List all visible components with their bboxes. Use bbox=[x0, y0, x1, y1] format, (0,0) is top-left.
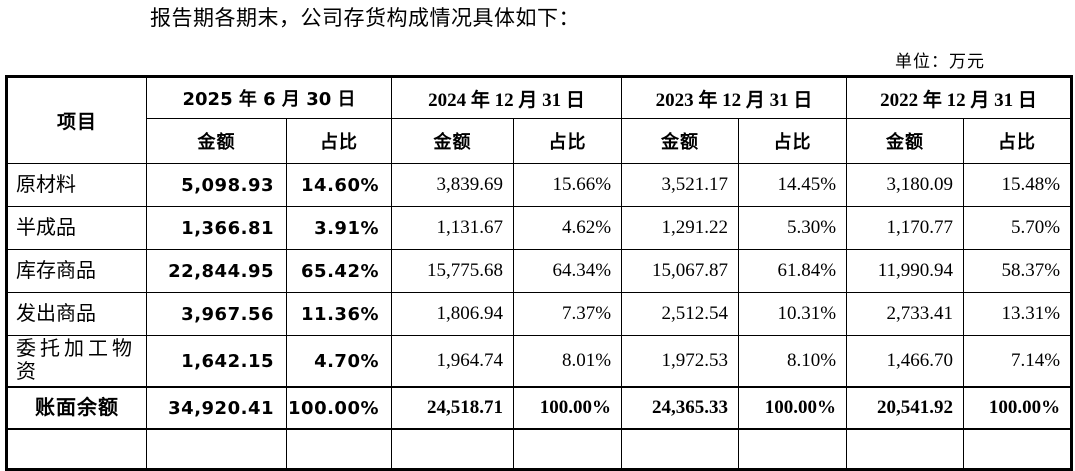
table-row-semi-finished: 半成品 1,366.81 3.91% 1,131.67 4.62% 1,291.… bbox=[6, 206, 1073, 251]
col-header-period-2022: 2022 年 12 月 31 日 bbox=[846, 76, 1073, 120]
subheader-amount-2024: 金额 bbox=[391, 118, 515, 165]
row-label: 发出商品 bbox=[6, 292, 147, 337]
cell-amount-2024: 1,131.67 bbox=[391, 206, 515, 251]
col-header-period-2025: 2025 年 6 月 30 日 bbox=[145, 76, 393, 120]
table-row-consigned-materials: 委托加工物资 1,642.15 4.70% 1,964.74 8.01% 1,9… bbox=[6, 335, 1073, 388]
cell-amount-2025: 1,366.81 bbox=[146, 206, 287, 251]
cell-ratio-2023: 14.45% bbox=[738, 163, 848, 208]
cell-ratio-2025: 14.60% bbox=[285, 163, 393, 208]
subheader-ratio-2022: 占比 bbox=[963, 118, 1073, 165]
cell-amount-2025: 3,967.56 bbox=[146, 292, 287, 337]
cell-amount-2022: 20,541.92 bbox=[846, 386, 965, 430]
cell-ratio-2022: 5.70% bbox=[963, 206, 1073, 251]
cell-ratio-2022: 13.31% bbox=[963, 292, 1073, 337]
cell-amount-2022: 1,170.77 bbox=[846, 206, 965, 251]
cell-ratio-2025: 4.70% bbox=[285, 335, 393, 388]
cell-amount-2024: 1,964.74 bbox=[391, 335, 515, 388]
cell-amount-2023: 2,512.54 bbox=[621, 292, 740, 337]
cell-ratio-2023: 100.00% bbox=[738, 386, 848, 430]
cell-amount-2022: 1,466.70 bbox=[846, 335, 965, 388]
subheader-ratio-2025: 占比 bbox=[285, 118, 393, 165]
cell-amount-2023: 15,067.87 bbox=[621, 249, 740, 294]
cell-amount-2025: 5,098.93 bbox=[146, 163, 287, 208]
subheader-ratio-2024: 占比 bbox=[513, 118, 623, 165]
cell-ratio-2024: 8.01% bbox=[513, 335, 623, 388]
cell-ratio-2023: 8.10% bbox=[738, 335, 848, 388]
row-label: 库存商品 bbox=[6, 249, 147, 294]
cell-ratio-2023: 10.31% bbox=[738, 292, 848, 337]
table-row-total-book-balance: 账面余额 34,920.41 100.00% 24,518.71 100.00%… bbox=[6, 386, 1073, 430]
row-label: 委托加工物资 bbox=[6, 335, 147, 388]
cell-amount-2023: 1,972.53 bbox=[621, 335, 740, 388]
cell-amount-2024: 1,806.94 bbox=[391, 292, 515, 337]
cell-ratio-2022: 15.48% bbox=[963, 163, 1073, 208]
header-row-periods: 项目 2025 年 6 月 30 日 2024 年 12 月 31 日 2023… bbox=[6, 76, 1073, 165]
cell-ratio-2023: 61.84% bbox=[738, 249, 848, 294]
table-row-clipped bbox=[6, 428, 1073, 470]
inventory-composition-table: 项目 2025 年 6 月 30 日 2024 年 12 月 31 日 2023… bbox=[5, 75, 1074, 471]
cell-ratio-2023: 5.30% bbox=[738, 206, 848, 251]
header-row-subcolumns: 金额 占比 金额 占比 金额 占比 金额 占比 bbox=[7, 118, 1073, 165]
cell-amount-2024: 3,839.69 bbox=[391, 163, 515, 208]
cell-ratio-2024: 7.37% bbox=[513, 292, 623, 337]
table-row-stock-goods: 库存商品 22,844.95 65.42% 15,775.68 64.34% 1… bbox=[6, 249, 1073, 294]
unit-label: 单位：万元 bbox=[895, 52, 985, 72]
table-row-raw-materials: 原材料 5,098.93 14.60% 3,839.69 15.66% 3,52… bbox=[6, 163, 1073, 208]
cell-amount-2023: 24,365.33 bbox=[621, 386, 740, 430]
subheader-ratio-2023: 占比 bbox=[738, 118, 848, 165]
cell-ratio-2022: 7.14% bbox=[963, 335, 1073, 388]
subheader-amount-2022: 金额 bbox=[846, 118, 965, 165]
cell-amount-2022: 3,180.09 bbox=[846, 163, 965, 208]
cell-ratio-2025: 65.42% bbox=[285, 249, 393, 294]
cell-amount-2022: 11,990.94 bbox=[846, 249, 965, 294]
row-label: 原材料 bbox=[6, 163, 147, 208]
col-header-period-2024: 2024 年 12 月 31 日 bbox=[391, 76, 623, 120]
cell-amount-2024: 24,518.71 bbox=[391, 386, 515, 430]
cell-amount-2025: 22,844.95 bbox=[146, 249, 287, 294]
col-header-period-2023: 2023 年 12 月 31 日 bbox=[621, 76, 848, 120]
cell-ratio-2024: 100.00% bbox=[513, 386, 623, 430]
cell-ratio-2025: 100.00% bbox=[285, 386, 393, 430]
subheader-amount-2025: 金额 bbox=[146, 118, 287, 165]
cell-amount-2023: 3,521.17 bbox=[621, 163, 740, 208]
cell-ratio-2025: 11.36% bbox=[285, 292, 393, 337]
cell-ratio-2025: 3.91% bbox=[285, 206, 393, 251]
cell-ratio-2024: 4.62% bbox=[513, 206, 623, 251]
row-label-total: 账面余额 bbox=[6, 386, 147, 430]
cell-ratio-2022: 58.37% bbox=[963, 249, 1073, 294]
table-row-goods-shipped: 发出商品 3,967.56 11.36% 1,806.94 7.37% 2,51… bbox=[6, 292, 1073, 337]
cell-amount-2023: 1,291.22 bbox=[621, 206, 740, 251]
cell-ratio-2022: 100.00% bbox=[963, 386, 1073, 430]
col-header-item: 项目 bbox=[6, 76, 147, 165]
cell-amount-2022: 2,733.41 bbox=[846, 292, 965, 337]
cell-amount-2025: 1,642.15 bbox=[146, 335, 287, 388]
cell-ratio-2024: 64.34% bbox=[513, 249, 623, 294]
cell-amount-2024: 15,775.68 bbox=[391, 249, 515, 294]
cell-amount-2025: 34,920.41 bbox=[146, 386, 287, 430]
subheader-amount-2023: 金额 bbox=[621, 118, 740, 165]
row-label: 半成品 bbox=[6, 206, 147, 251]
cell-ratio-2024: 15.66% bbox=[513, 163, 623, 208]
intro-text: 报告期各期末，公司存货构成情况具体如下： bbox=[150, 6, 580, 30]
